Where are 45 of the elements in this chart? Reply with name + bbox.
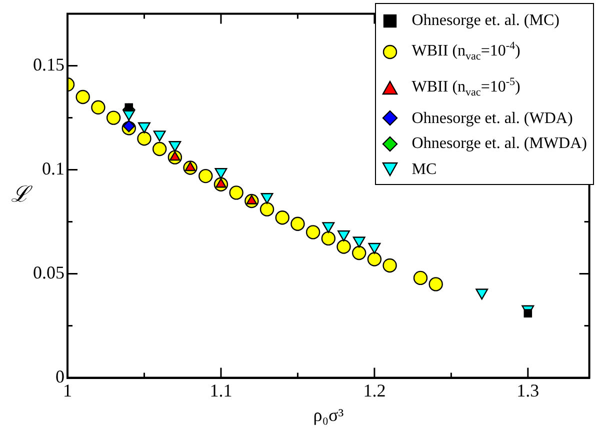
y-tick-label: 0: [56, 366, 64, 387]
point: [106, 110, 121, 125]
y-tick-label: 0.05: [33, 262, 64, 283]
point: [152, 142, 167, 156]
point: [184, 162, 196, 172]
point: [367, 252, 382, 266]
point: [198, 168, 213, 184]
y-tick-label: 0.1: [42, 158, 64, 179]
legend-label: Ohnesorge et. al. (WDA): [412, 108, 573, 129]
x-axis-title: ρ₀σ³: [313, 404, 344, 425]
point: [137, 132, 152, 146]
point: [352, 246, 366, 260]
point: [338, 230, 350, 242]
point: [321, 231, 336, 246]
x-tick-label: 1.2: [363, 380, 386, 400]
legend-label: Ohnesorge et. al. (MWDA): [412, 134, 587, 154]
point: [91, 100, 106, 114]
point: [306, 225, 320, 240]
point: [322, 222, 335, 234]
x-tick-label: 1.1: [210, 380, 232, 400]
point: [368, 242, 381, 254]
point: [260, 202, 274, 216]
point: [260, 192, 274, 204]
point: [336, 240, 351, 254]
point: [352, 236, 366, 248]
point: [413, 270, 428, 286]
point: [122, 120, 135, 132]
legend-label: MC: [412, 160, 437, 180]
point: [382, 258, 397, 273]
point: [76, 90, 90, 104]
legend-label: WBII (n$_{vac}$=10$^{-5}$): [412, 74, 520, 100]
point: [476, 288, 488, 300]
point: [275, 210, 290, 225]
y-axis-title: ℒ: [11, 182, 33, 208]
point: [524, 309, 532, 318]
x-tick-label: 1.3: [516, 380, 540, 400]
y-tick-label: 0.15: [33, 54, 64, 75]
point: [168, 140, 182, 152]
point: [124, 103, 134, 112]
x-tick-label: 1: [63, 380, 72, 400]
point: [229, 186, 244, 200]
point: [428, 277, 443, 292]
point: [290, 216, 305, 231]
legend-label: Ohnesorge et. al. (MC): [412, 11, 560, 31]
legend-label: WBII (n$_{vac}$=10$^{-4}$): [412, 38, 520, 64]
